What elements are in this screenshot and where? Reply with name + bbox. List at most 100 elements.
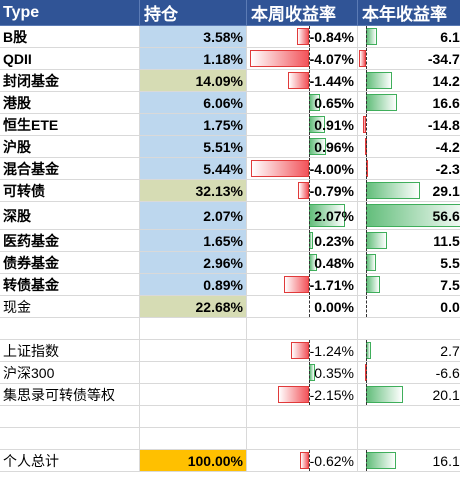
table-row: 沪股 5.51% 0.96% -4.29% (0, 135, 460, 158)
cell-weekly[interactable]: 0.65% (246, 91, 358, 114)
cell-holding[interactable] (139, 383, 247, 406)
cell-weekly[interactable]: -4.00% (246, 157, 358, 180)
cell-yearly[interactable]: 20.17% (357, 383, 460, 406)
cell-holding[interactable]: 5.51% (139, 135, 247, 158)
cell-weekly[interactable] (246, 427, 358, 450)
cell-holding[interactable]: 1.75% (139, 113, 247, 136)
cell-type[interactable]: 医药基金 (0, 229, 140, 252)
cell-yearly[interactable]: -34.70% (357, 47, 460, 70)
cell-yearly[interactable] (357, 317, 460, 340)
cell-type[interactable]: 转债基金 (0, 273, 140, 296)
cell-yearly[interactable]: -14.89% (357, 113, 460, 136)
cell-weekly[interactable]: 0.35% (246, 361, 358, 384)
yearly-bar (366, 72, 393, 89)
cell-yearly[interactable]: 0.00% (357, 295, 460, 318)
cell-weekly[interactable]: -0.84% (246, 25, 358, 48)
cell-weekly[interactable] (246, 317, 358, 340)
cell-weekly[interactable]: -4.07% (246, 47, 358, 70)
cell-type[interactable]: 港股 (0, 91, 140, 114)
cell-holding[interactable]: 22.68% (139, 295, 247, 318)
axis-line (309, 274, 310, 295)
axis-line (309, 296, 310, 317)
cell-holding[interactable]: 1.65% (139, 229, 247, 252)
cell-yearly[interactable]: 16.69% (357, 91, 460, 114)
cell-holding[interactable]: 100.00% (139, 449, 247, 472)
cell-yearly[interactable]: 16.13% (357, 449, 460, 472)
cell-holding[interactable] (139, 405, 247, 428)
axis-line (309, 26, 310, 47)
cell-type-value: 恒生ETE (3, 116, 59, 133)
cell-holding[interactable]: 32.13% (139, 179, 247, 202)
cell-yearly[interactable]: 7.54% (357, 273, 460, 296)
cell-weekly[interactable]: 0.96% (246, 135, 358, 158)
cell-yearly[interactable]: 5.50% (357, 251, 460, 274)
cell-type-value: 深股 (3, 207, 31, 224)
table-row: 沪深300 0.35% -6.62% (0, 361, 460, 384)
cell-yearly[interactable]: -6.62% (357, 361, 460, 384)
cell-holding[interactable] (139, 427, 247, 450)
cell-holding[interactable]: 2.96% (139, 251, 247, 274)
cell-yearly[interactable]: -4.29% (357, 135, 460, 158)
cell-type[interactable]: 恒生ETE (0, 113, 140, 136)
cell-type[interactable]: 现金 (0, 295, 140, 318)
cell-weekly[interactable]: -0.79% (246, 179, 358, 202)
cell-holding[interactable]: 5.44% (139, 157, 247, 180)
cell-holding[interactable]: 2.07% (139, 201, 247, 230)
cell-yearly[interactable]: 29.15% (357, 179, 460, 202)
cell-type[interactable] (0, 317, 140, 340)
cell-holding[interactable] (139, 361, 247, 384)
cell-type[interactable]: 沪股 (0, 135, 140, 158)
cell-weekly[interactable]: 2.07% (246, 201, 358, 230)
header-holding[interactable]: 持仓 (139, 0, 247, 26)
header-weekly[interactable]: 本周收益率 (246, 0, 358, 26)
cell-weekly[interactable]: -2.15% (246, 383, 358, 406)
cell-weekly[interactable]: 0.23% (246, 229, 358, 252)
cell-weekly[interactable]: -1.24% (246, 339, 358, 362)
cell-holding[interactable]: 3.58% (139, 25, 247, 48)
cell-holding[interactable]: 1.18% (139, 47, 247, 70)
cell-type[interactable]: 沪深300 (0, 361, 140, 384)
cell-type[interactable]: QDII (0, 47, 140, 70)
cell-yearly[interactable] (357, 405, 460, 428)
yearly-bar (366, 386, 404, 403)
cell-type[interactable]: 深股 (0, 201, 140, 230)
cell-weekly[interactable]: 0.00% (246, 295, 358, 318)
header-type[interactable]: Type (0, 0, 140, 26)
cell-weekly[interactable] (246, 405, 358, 428)
cell-weekly-value: 2.07% (314, 207, 354, 224)
cell-yearly[interactable]: 56.68% (357, 201, 460, 230)
cell-yearly[interactable]: 14.20% (357, 69, 460, 92)
cell-type[interactable] (0, 405, 140, 428)
cell-yearly[interactable]: 11.56% (357, 229, 460, 252)
cell-type[interactable]: 上证指数 (0, 339, 140, 362)
cell-type[interactable]: 债券基金 (0, 251, 140, 274)
cell-type[interactable]: 混合基金 (0, 157, 140, 180)
cell-yearly[interactable]: 2.74% (357, 339, 460, 362)
cell-holding[interactable] (139, 339, 247, 362)
cell-holding[interactable]: 0.89% (139, 273, 247, 296)
header-yearly[interactable]: 本年收益率 (357, 0, 460, 26)
cell-weekly[interactable]: -0.62% (246, 449, 358, 472)
cell-holding[interactable] (139, 317, 247, 340)
cell-yearly[interactable]: 6.16% (357, 25, 460, 48)
cell-yearly-value: 7.54% (440, 276, 460, 293)
cell-type[interactable]: 封闭基金 (0, 69, 140, 92)
cell-holding[interactable]: 6.06% (139, 91, 247, 114)
cell-type[interactable]: 集思录可转债等权 (0, 383, 140, 406)
cell-holding[interactable]: 14.09% (139, 69, 247, 92)
table-row: 上证指数 -1.24% 2.74% (0, 339, 460, 362)
cell-type-value: 可转债 (3, 182, 45, 199)
cell-weekly[interactable]: 0.48% (246, 251, 358, 274)
cell-weekly[interactable]: -1.71% (246, 273, 358, 296)
weekly-bar (250, 50, 309, 67)
cell-yearly[interactable]: -2.39% (357, 157, 460, 180)
cell-type[interactable]: 个人总计 (0, 449, 140, 472)
cell-weekly[interactable]: 0.91% (246, 113, 358, 136)
cell-type[interactable] (0, 427, 140, 450)
cell-weekly[interactable]: -1.44% (246, 69, 358, 92)
cell-type[interactable]: 可转债 (0, 179, 140, 202)
cell-yearly[interactable] (357, 427, 460, 450)
axis-line (309, 92, 310, 113)
cell-type[interactable]: B股 (0, 25, 140, 48)
